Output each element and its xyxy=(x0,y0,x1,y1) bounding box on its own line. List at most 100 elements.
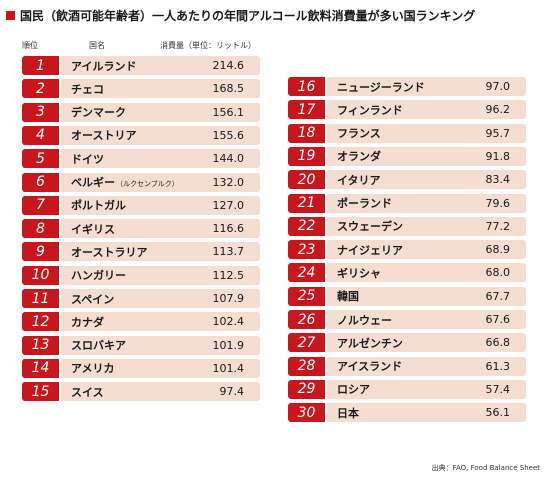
row-cell: アイルランド 214.6 xyxy=(61,56,260,75)
consumption-value: 97.0 xyxy=(485,80,511,93)
table-row: 25 韓国 67.7 xyxy=(288,286,526,306)
table-row: 10 ハンガリー 112.5 xyxy=(22,265,260,285)
rank-badge: 19 xyxy=(288,146,325,166)
consumption-value: 68.9 xyxy=(485,243,511,257)
country-name-text: スペイン xyxy=(71,292,115,306)
table-row: 13 スロバキア 101.9 xyxy=(22,335,260,355)
country-name-text: アメリカ xyxy=(71,362,115,376)
country-name-text: ナイジェリア xyxy=(337,243,403,257)
country-name: 日本 xyxy=(327,405,450,421)
country-name-text: ベルギー xyxy=(71,176,115,189)
title-marker-icon xyxy=(6,10,15,20)
row-cell: アイスランド 61.3 xyxy=(327,356,526,376)
consumption-value: 56.1 xyxy=(485,406,511,420)
row-cell: ロシア 57.4 xyxy=(327,379,526,399)
country-name: ギリシャ xyxy=(327,265,450,281)
consumption-value: 83.4 xyxy=(485,173,511,187)
rank-badge: 22 xyxy=(288,216,325,236)
country-name: ナイジェリア xyxy=(327,242,450,258)
chart-title-text: 国民（飲酒可能年齢者）一人あたりの年間アルコール飲料消費量が多い国ランキング xyxy=(20,8,476,23)
table-row: 12 カナダ 102.4 xyxy=(22,312,260,332)
rank-badge: 3 xyxy=(22,102,59,122)
country-name-text: ノルウェー xyxy=(337,313,392,327)
consumption-value: 61.3 xyxy=(485,359,511,373)
country-name: オランダ xyxy=(327,148,450,164)
country-name: ニュージーランド xyxy=(327,79,450,95)
consumption-value: 116.6 xyxy=(212,222,245,236)
country-name-text: アイルランド xyxy=(71,59,137,73)
table-row: 22 スウェーデン 77.2 xyxy=(288,216,526,236)
country-name: チェコ xyxy=(61,81,184,97)
row-cell: スイス 97.4 xyxy=(61,382,260,402)
row-cell: イギリス 116.6 xyxy=(61,219,260,239)
country-name: フランス xyxy=(327,125,450,141)
table-row: 26 ノルウェー 67.6 xyxy=(288,310,526,329)
table-row: 6 ベルギー（ルクセンブルク） 132.0 xyxy=(22,172,260,192)
rank-badge: 12 xyxy=(22,312,59,332)
table-row: 15 スイス 97.4 xyxy=(22,382,260,402)
country-name-text: 韓国 xyxy=(337,290,359,304)
country-name: 韓国 xyxy=(327,288,450,304)
consumption-value: 112.5 xyxy=(212,268,245,282)
rank-badge: 30 xyxy=(288,403,325,423)
country-name-text: デンマーク xyxy=(71,106,126,120)
consumption-value: 101.4 xyxy=(212,361,245,375)
country-name-text: ハンガリー xyxy=(71,269,126,283)
country-name: イタリア xyxy=(327,172,450,188)
rank-badge: 2 xyxy=(22,79,59,99)
row-cell: 日本 56.1 xyxy=(327,403,526,423)
consumption-value: 95.7 xyxy=(485,126,511,140)
rank-badge: 21 xyxy=(288,193,325,213)
consumption-value: 132.0 xyxy=(212,175,245,189)
rank-badge: 11 xyxy=(22,289,59,308)
country-name-text: ギリシャ xyxy=(337,266,381,280)
consumption-value: 91.8 xyxy=(485,149,511,163)
country-name-text: カナダ xyxy=(71,315,104,329)
rank-badge: 9 xyxy=(22,242,59,262)
row-cell: オランダ 91.8 xyxy=(327,146,526,166)
row-cell: 韓国 67.7 xyxy=(327,286,526,306)
rank-badge: 25 xyxy=(288,286,325,306)
country-name-text: ポーランド xyxy=(337,197,392,210)
header-consumption: 消費量（単位：リットル） xyxy=(160,41,256,50)
table-row: 11 スペイン 107.9 xyxy=(22,289,260,308)
row-cell: ハンガリー 112.5 xyxy=(61,265,260,285)
country-name-text: スロバキア xyxy=(71,339,126,353)
country-name: イギリス xyxy=(61,221,184,237)
consumption-value: 102.4 xyxy=(212,315,245,329)
rank-badge: 17 xyxy=(288,100,325,120)
country-name: ポーランド xyxy=(327,195,450,211)
rank-badge: 27 xyxy=(288,333,325,353)
table-row: 18 フランス 95.7 xyxy=(288,123,526,143)
consumption-value: 66.8 xyxy=(485,336,511,350)
table-row: 14 アメリカ 101.4 xyxy=(22,358,260,378)
table-row: 21 ポーランド 79.6 xyxy=(288,193,526,213)
rank-badge: 7 xyxy=(22,195,59,215)
country-name-text: アイスランド xyxy=(337,360,403,374)
rank-badge: 24 xyxy=(288,263,325,283)
rank-badge: 26 xyxy=(288,310,325,329)
country-name: アルゼンチン xyxy=(327,335,450,351)
consumption-value: 79.6 xyxy=(485,196,511,210)
country-name: ベルギー（ルクセンブルク） xyxy=(61,174,184,190)
table-row: 4 オーストリア 155.6 xyxy=(22,125,260,145)
row-cell: チェコ 168.5 xyxy=(61,79,260,99)
country-name: ハンガリー xyxy=(61,267,184,283)
table-row: 17 フィンランド 96.2 xyxy=(288,100,526,120)
country-name-text: ポルトガル xyxy=(71,199,126,213)
country-name: ポルトガル xyxy=(61,197,184,213)
country-name: アイルランド xyxy=(61,58,184,74)
row-cell: ドイツ 144.0 xyxy=(61,149,260,169)
row-cell: オーストラリア 113.7 xyxy=(61,242,260,262)
rank-badge: 16 xyxy=(288,77,325,96)
consumption-value: 107.9 xyxy=(212,292,245,305)
consumption-value: 57.4 xyxy=(485,382,511,396)
country-name: ドイツ xyxy=(61,151,184,167)
country-name: スロバキア xyxy=(61,337,184,353)
consumption-value: 155.6 xyxy=(212,128,245,142)
row-cell: ベルギー（ルクセンブルク） 132.0 xyxy=(61,172,260,192)
country-name: フィンランド xyxy=(327,102,450,118)
country-name-text: アルゼンチン xyxy=(337,336,403,350)
table-row: 5 ドイツ 144.0 xyxy=(22,149,260,169)
consumption-value: 144.0 xyxy=(212,152,245,166)
